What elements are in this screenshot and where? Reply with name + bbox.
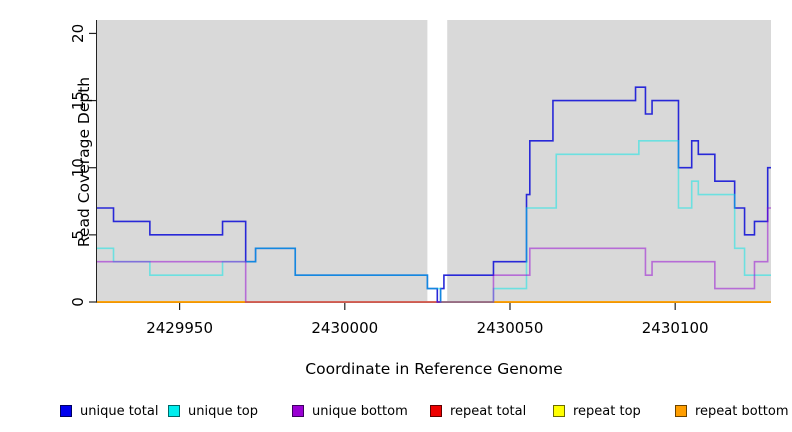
series-unique-top	[97, 140, 771, 303]
y-tick-label: 10	[69, 158, 87, 177]
legend-label: unique total	[80, 403, 159, 419]
legend-swatch-icon	[675, 405, 687, 417]
legend-item-repeat-bottom: repeat bottom	[675, 400, 789, 422]
y-tick-label: 0	[69, 297, 87, 307]
x-tick-label: 2430000	[311, 319, 378, 337]
legend-item-unique-top: unique top	[168, 400, 258, 422]
legend-item-repeat-top: repeat top	[553, 400, 641, 422]
y-tick-label: 15	[69, 91, 87, 110]
legend-label: repeat top	[573, 403, 641, 419]
legend-label: repeat bottom	[695, 403, 789, 419]
legend-swatch-icon	[292, 405, 304, 417]
legend-item-unique-total: unique total	[60, 400, 158, 422]
legend-row: unique total unique top unique bottom repea…	[0, 400, 792, 426]
legend-swatch-icon	[430, 405, 442, 417]
x-tick-label: 2430100	[642, 319, 709, 337]
x-tick-label: 2429950	[146, 319, 213, 337]
chart-canvas: 2429950 2430000 2430050 2430100 0 5 10 15 20	[69, 20, 771, 337]
x-tick-label: 2430050	[477, 319, 544, 337]
y-tick-label: 20	[69, 24, 87, 43]
legend-item-repeat-total: repeat total	[430, 400, 526, 422]
gap-band	[427, 20, 448, 302]
legend-swatch-icon	[60, 405, 72, 417]
legend-swatch-icon	[168, 405, 180, 417]
y-axis-label: Read Coverage Depth	[75, 76, 93, 248]
legend-label: unique top	[188, 403, 259, 419]
legend-item-unique-bottom: unique bottom	[292, 400, 408, 422]
y-tick-label: 5	[69, 230, 87, 240]
legend-swatch-icon	[553, 405, 565, 417]
legend-label: repeat total	[450, 403, 527, 419]
legend-label: unique bottom	[312, 403, 408, 419]
x-axis-label: Coordinate in Reference Genome	[305, 360, 563, 378]
series-unique-bottom	[97, 207, 771, 303]
